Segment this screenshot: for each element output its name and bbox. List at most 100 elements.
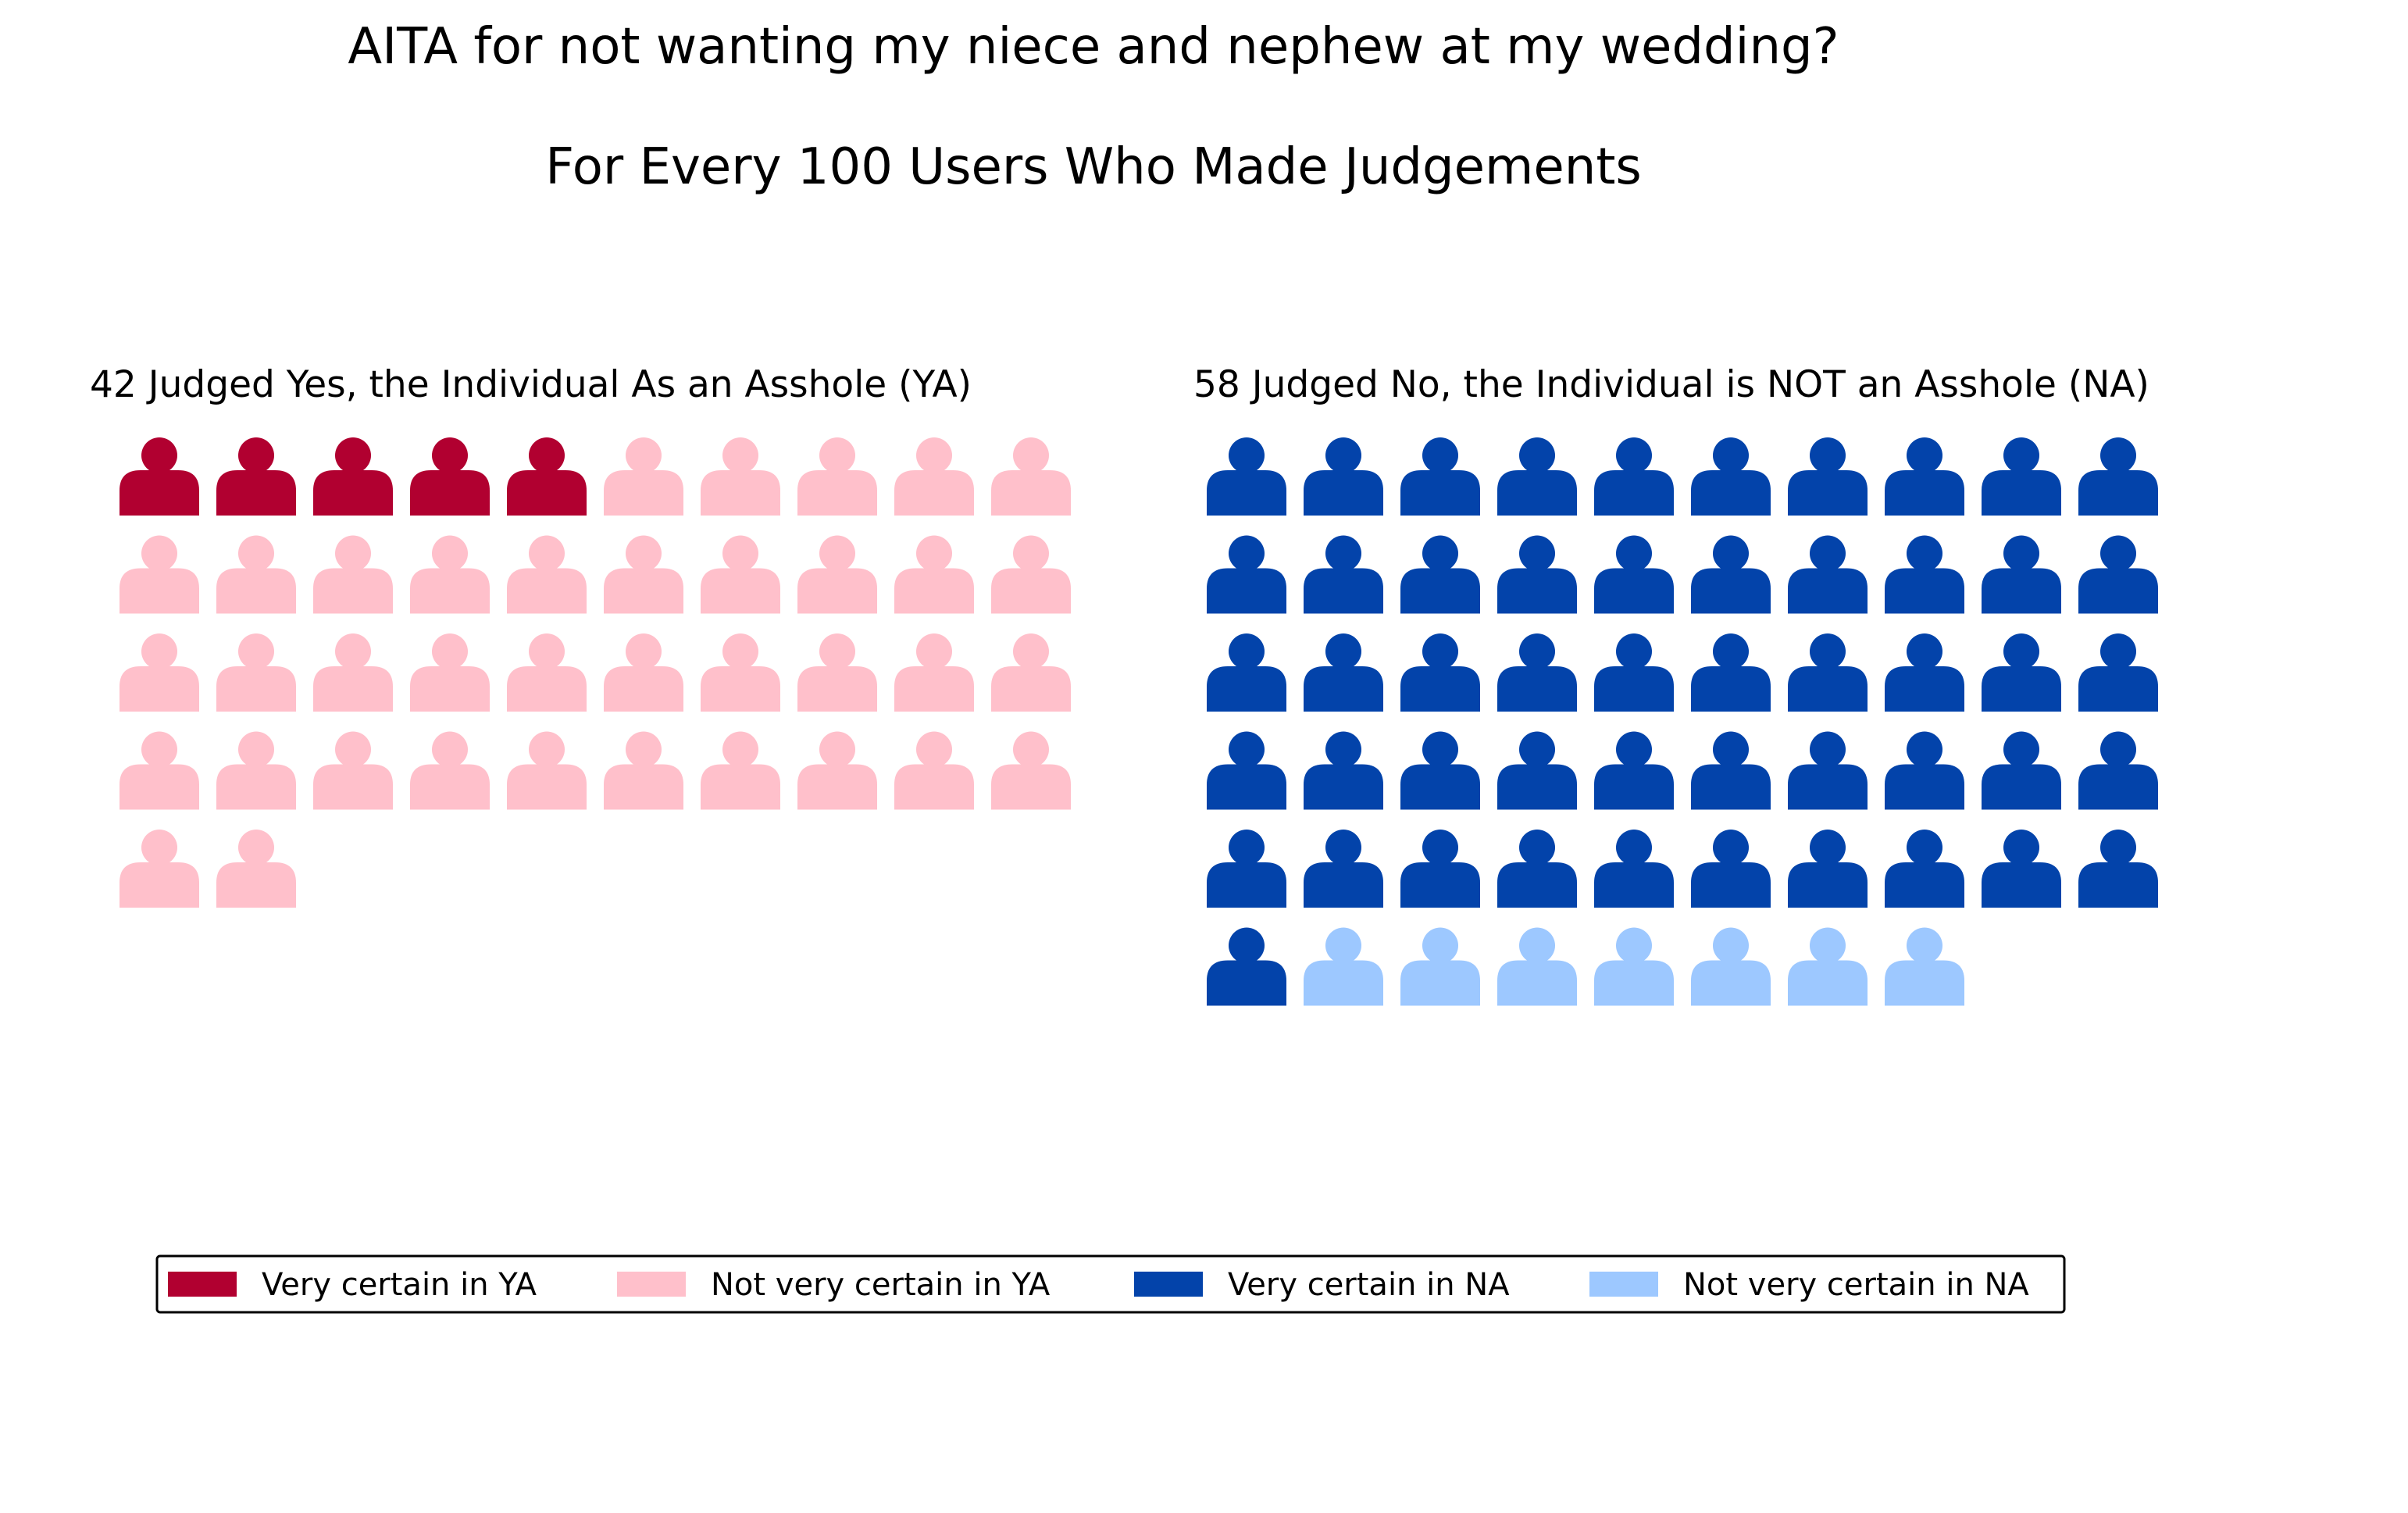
person-icon [1788,731,1868,810]
person-icon [894,437,974,516]
person-icon [1594,731,1674,810]
person-icon [797,535,877,614]
legend-label-very-certain-na: Very certain in NA [1228,1267,1510,1303]
person-icon [313,731,393,810]
person-icon [991,437,1071,516]
legend-frame [155,1254,2066,1314]
legend-swatch-not-very-certain-ya [617,1272,686,1297]
legend-label-not-very-certain-ya: Not very certain in YA [711,1267,1051,1303]
person-icon [216,437,296,516]
person-icon [507,731,587,810]
person-icon [313,437,393,516]
person-icon [1594,535,1674,614]
person-icon [1207,927,1286,1006]
person-icon [797,437,877,516]
person-icon [1691,927,1771,1006]
person-icon [120,731,199,810]
person-icon [410,437,490,516]
person-icon [1788,535,1868,614]
na-panel: 58 Judged No, the Individual is NOT an A… [1193,363,2158,1006]
person-icon [313,535,393,614]
person-icon [1885,731,1964,810]
person-icon [410,535,490,614]
person-icon [1304,830,1383,908]
person-icon [1982,830,2061,908]
person-icon [410,633,490,712]
person-icon [1885,830,1964,908]
person-icon [1788,633,1868,712]
person-icon [2078,731,2158,810]
person-icon [1400,437,1480,516]
na-icon-grid [1207,437,2158,1006]
person-icon [1594,830,1674,908]
na-panel-title: 58 Judged No, the Individual is NOT an A… [1193,363,2149,406]
person-icon [2078,437,2158,516]
person-icon [1497,535,1577,614]
person-icon [1885,437,1964,516]
person-icon [1497,830,1577,908]
person-icon [507,535,587,614]
person-icon [2078,633,2158,712]
person-icon [1691,830,1771,908]
person-icon [797,731,877,810]
person-icon [1594,633,1674,712]
person-icon [1982,633,2061,712]
person-icon [120,535,199,614]
person-icon [1304,437,1383,516]
person-icon [1691,731,1771,810]
person-icon [894,633,974,712]
person-icon [2078,535,2158,614]
person-icon [1400,927,1480,1006]
person-icon [216,633,296,712]
person-icon [1207,830,1286,908]
person-icon [507,437,587,516]
person-icon [701,731,780,810]
person-icon [604,535,683,614]
person-icon [991,731,1071,810]
person-icon [1788,437,1868,516]
person-icon [1497,633,1577,712]
person-icon [991,535,1071,614]
legend-label-very-certain-ya: Very certain in YA [262,1267,537,1303]
person-icon [1207,731,1286,810]
legend-swatch-very-certain-ya [168,1272,237,1297]
person-icon [313,633,393,712]
legend-swatch-not-very-certain-na [1589,1272,1658,1297]
person-icon [120,830,199,908]
person-icon [1691,633,1771,712]
person-icon [1691,535,1771,614]
person-icon [1304,927,1383,1006]
person-icon [1497,437,1577,516]
person-icon [1885,535,1964,614]
person-icon [1788,830,1868,908]
ya-panel-title: 42 Judged Yes, the Individual As an Assh… [90,363,972,406]
person-icon [216,535,296,614]
person-icon [1982,437,2061,516]
person-icon [1691,437,1771,516]
person-icon [1885,927,1964,1006]
person-icon [2078,830,2158,908]
person-icon [1982,535,2061,614]
ya-icon-grid [120,437,1071,908]
person-icon [894,535,974,614]
person-icon [604,731,683,810]
person-icon [120,633,199,712]
person-icon [1207,535,1286,614]
person-icon [1497,731,1577,810]
legend-label-not-very-certain-na: Not very certain in NA [1683,1267,2029,1303]
person-icon [1207,437,1286,516]
person-icon [1594,927,1674,1006]
person-icon [1594,437,1674,516]
person-icon [1788,927,1868,1006]
person-icon [604,437,683,516]
person-icon [894,731,974,810]
person-icon [507,633,587,712]
person-icon [1497,927,1577,1006]
person-icon [1400,731,1480,810]
person-icon [1400,633,1480,712]
chart-title: AITA for not wanting my niece and nephew… [348,18,1839,76]
person-icon [1304,633,1383,712]
person-icon [604,633,683,712]
person-icon [120,437,199,516]
